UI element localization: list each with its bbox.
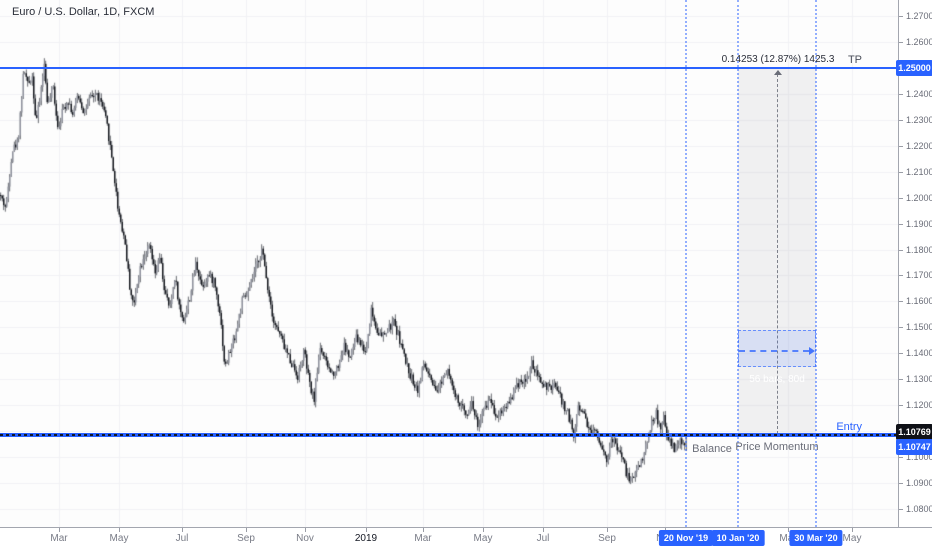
arrow-right-icon — [809, 346, 815, 355]
time-tick — [852, 528, 853, 532]
bars-count-text: 56 bars, 80d — [749, 374, 805, 385]
price-tick-label: 1.17000 — [899, 270, 932, 280]
time-tick — [423, 528, 424, 532]
entry-label: Entry — [836, 421, 862, 433]
time-tick — [246, 528, 247, 532]
price-momentum-label: Price Momentum — [735, 441, 819, 453]
date-badge: 30 Mar '20 — [789, 530, 843, 546]
vline-30-mar-20[interactable] — [815, 0, 817, 527]
time-axis-label: Mar — [50, 533, 68, 544]
last-price-dotted-line — [0, 434, 898, 436]
time-tick — [607, 528, 608, 532]
range-measurement-text: 0.14253 (12.87%) 1425.3 — [721, 54, 835, 65]
price-tick-label: 1.09000 — [899, 478, 932, 488]
last-price-badge: 1.10747 — [896, 438, 932, 455]
time-axis-label: Mar — [779, 533, 797, 544]
time-axis-label: Mar — [414, 533, 432, 544]
price-tick-label: 1.22000 — [899, 141, 932, 151]
projected-price-range-box[interactable] — [738, 329, 816, 368]
take-profit-line[interactable] — [0, 67, 898, 69]
price-range-measure-line[interactable] — [774, 70, 782, 434]
time-axis-label: Sep — [598, 533, 616, 544]
time-tick — [305, 528, 306, 532]
price-tick-label: 1.26000 — [899, 37, 932, 47]
price-tick-label: 1.13000 — [899, 374, 932, 384]
vline-20-nov-19[interactable] — [685, 0, 687, 527]
price-tick-label: 1.10000 — [899, 452, 932, 462]
vline-10-jan-20[interactable] — [737, 0, 739, 527]
price-tick-label: 1.18000 — [899, 245, 932, 255]
time-axis-label: Jul — [175, 533, 189, 544]
take-profit-label: TP — [847, 54, 862, 66]
price-chart-panel: Euro / U.S. Dollar, 1D, FXCM TP 0.14253 … — [0, 0, 898, 527]
tp-price-badge: 1.25000 — [896, 60, 932, 76]
time-axis-label: May — [473, 533, 493, 544]
time-axis[interactable]: MarMayJulSepNov2019MarMayJulSepNovMarMay… — [0, 527, 932, 550]
price-tick-label: 1.12000 — [899, 400, 932, 410]
time-tick — [59, 528, 60, 532]
price-tick-label: 1.27000 — [899, 11, 932, 21]
price-tick-label: 1.20000 — [899, 193, 932, 203]
candlestick-series[interactable] — [0, 0, 898, 527]
symbol-title[interactable]: Euro / U.S. Dollar, 1D, FXCM — [12, 6, 155, 18]
price-tick-label: 1.16000 — [899, 296, 932, 306]
time-axis-label: Nov — [296, 533, 314, 544]
balance-label: Balance — [692, 443, 732, 455]
time-axis-label: May — [842, 533, 862, 544]
time-tick — [366, 528, 367, 532]
range-mid-arrow — [739, 346, 815, 355]
time-axis-label: Sep — [237, 533, 255, 544]
price-axis[interactable]: 1.080001.090001.100001.110001.120001.130… — [896, 0, 932, 527]
price-tick-label: 1.15000 — [899, 322, 932, 332]
time-tick — [788, 528, 789, 532]
time-axis-label: May — [109, 533, 129, 544]
time-axis-label: Jul — [536, 533, 550, 544]
entry-line[interactable] — [0, 433, 898, 437]
time-axis-label: 2019 — [354, 533, 378, 544]
price-tick-label: 1.23000 — [899, 115, 932, 125]
date-badge: 20 Nov '19 — [658, 530, 714, 546]
price-tick-label: 1.21000 — [899, 167, 932, 177]
entry-price-badge: 1.10769 — [896, 424, 932, 440]
time-tick — [182, 528, 183, 532]
price-tick-label: 1.08000 — [899, 504, 932, 514]
price-tick-label: 1.24000 — [899, 89, 932, 99]
date-badge: 10 Jan '20 — [711, 530, 765, 546]
arrow-up-icon — [774, 70, 782, 75]
time-tick — [483, 528, 484, 532]
time-tick — [543, 528, 544, 532]
time-tick — [119, 528, 120, 532]
price-tick-label: 1.19000 — [899, 219, 932, 229]
price-tick-label: 1.14000 — [899, 348, 932, 358]
